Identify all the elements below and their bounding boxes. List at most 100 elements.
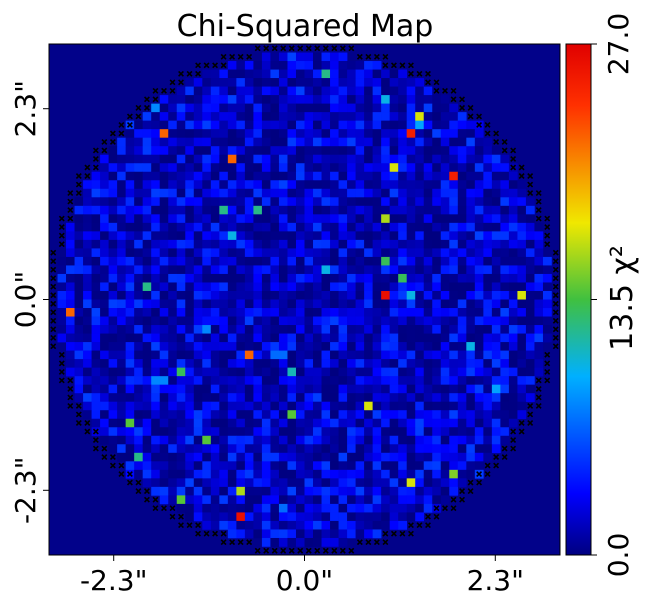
heatmap-cell	[236, 112, 246, 121]
heatmap-cell	[185, 197, 195, 207]
heatmap-cell	[491, 418, 501, 428]
heatmap-cell	[185, 86, 195, 96]
heatmap-cell	[142, 452, 152, 462]
heatmap-cell	[295, 512, 305, 522]
heatmap-cell	[253, 495, 263, 505]
heatmap-cell	[406, 384, 416, 394]
masked-edge-marker	[399, 530, 406, 537]
heatmap-cell	[261, 86, 271, 96]
heatmap-cell	[134, 333, 143, 343]
heatmap-cell	[542, 325, 552, 334]
heatmap-cell	[159, 290, 169, 300]
heatmap-cell	[210, 503, 220, 513]
heatmap-cell	[202, 129, 212, 138]
heatmap-cell	[270, 401, 280, 411]
heatmap-cell	[474, 452, 484, 462]
heatmap-cell	[210, 180, 220, 190]
heatmap-cell	[244, 222, 254, 232]
heatmap-cell	[347, 129, 356, 138]
heatmap-cell	[91, 282, 101, 292]
masked-edge-marker	[365, 53, 372, 60]
heatmap-cell	[525, 197, 535, 207]
heatmap-cell	[185, 180, 195, 190]
heatmap-cell	[278, 273, 288, 283]
heatmap-cell	[253, 78, 263, 87]
heatmap-cell	[125, 248, 135, 258]
masked-edge-marker	[416, 70, 423, 77]
heatmap-cell	[525, 384, 535, 394]
heatmap-cell	[406, 410, 416, 420]
heatmap-cell	[193, 171, 203, 181]
heatmap-cell	[295, 308, 305, 317]
heatmap-cell	[295, 452, 305, 462]
heatmap-cell	[415, 393, 425, 402]
heatmap-cell	[159, 393, 169, 402]
heatmap-cell	[398, 384, 407, 394]
heatmap-cell	[406, 393, 416, 402]
heatmap-cell	[278, 78, 288, 87]
heatmap-cell	[176, 273, 186, 283]
masked-edge-marker	[58, 360, 65, 367]
heatmap-cell	[270, 171, 280, 181]
heatmap-cell	[108, 299, 118, 309]
masked-edge-marker	[544, 241, 551, 248]
heatmap-cell	[261, 444, 271, 454]
heatmap-cell	[440, 129, 450, 138]
heatmap-cell	[295, 52, 305, 62]
heatmap-cell	[278, 290, 288, 300]
heatmap-cell	[244, 137, 254, 147]
heatmap-cell	[457, 180, 467, 190]
heatmap-cell	[117, 188, 126, 198]
heatmap-cell	[278, 308, 288, 317]
heatmap-cell	[202, 180, 212, 190]
heatmap-cell	[517, 410, 527, 420]
heatmap-cell	[176, 282, 186, 292]
masked-edge-marker	[552, 334, 559, 341]
heatmap-cell	[210, 401, 220, 411]
heatmap-cell	[117, 197, 126, 207]
heatmap-cell	[253, 520, 263, 530]
heatmap-cell	[278, 120, 288, 130]
heatmap-cell	[244, 529, 254, 539]
heatmap-cell	[406, 231, 416, 241]
heatmap-cell	[321, 129, 331, 138]
heatmap-cell	[423, 333, 433, 343]
heatmap-cell	[261, 171, 271, 181]
heatmap-cell	[355, 205, 365, 215]
heatmap-cell	[415, 316, 425, 326]
heatmap-cell	[355, 529, 365, 539]
heatmap-cell	[474, 367, 484, 377]
heatmap-cell	[491, 171, 501, 181]
heatmap-cell	[483, 308, 493, 317]
heatmap-cell	[253, 188, 263, 198]
heatmap-cell	[474, 350, 484, 360]
heatmap-cell	[295, 410, 305, 420]
heatmap-cell	[185, 163, 195, 173]
heatmap-cell	[440, 410, 450, 420]
heatmap-cell	[355, 188, 365, 198]
heatmap-cell	[389, 69, 399, 79]
heatmap-cell	[525, 231, 535, 241]
heatmap-cell	[313, 231, 322, 241]
heatmap-cell	[372, 427, 382, 437]
heatmap-cell	[125, 376, 135, 385]
heatmap-cell	[134, 129, 143, 138]
heatmap-cell	[134, 410, 143, 420]
heatmap-cell	[474, 282, 484, 292]
heatmap-cell	[142, 401, 152, 411]
heatmap-cell	[432, 120, 442, 130]
heatmap-cell	[176, 180, 186, 190]
heatmap-cell	[287, 359, 297, 368]
masked-edge-marker	[476, 113, 483, 120]
heatmap-cell	[398, 410, 407, 420]
heatmap-cell	[381, 486, 390, 496]
heatmap-cell	[125, 350, 135, 360]
heatmap-cell	[100, 384, 109, 394]
heatmap-cell	[398, 478, 407, 488]
heatmap-cell	[134, 384, 143, 394]
heatmap-cell	[321, 163, 331, 173]
heatmap-cell	[278, 333, 288, 343]
heatmap-cell	[330, 537, 339, 547]
masked-edge-marker	[263, 45, 270, 52]
heatmap-cell	[159, 333, 169, 343]
